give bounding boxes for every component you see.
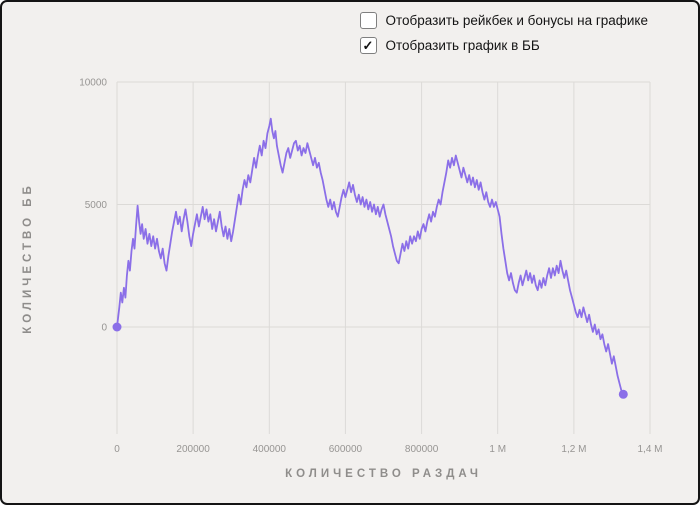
bb-profit-line: [116, 117, 625, 396]
x-tick-label: 600000: [329, 444, 363, 455]
y-axis-title: КОЛИЧЕСТВО ББ: [22, 182, 34, 334]
rakeback-bonus-toggle[interactable]: ✓ Отобразить рейкбек и бонусы на графике: [359, 12, 649, 29]
checkmark-icon: ✓: [362, 38, 374, 53]
x-tick-label: 1 M: [489, 444, 506, 455]
start-point-marker: [112, 322, 122, 332]
y-tick-label: 0: [101, 323, 107, 334]
x-axis-title: КОЛИЧЕСТВО РАЗДАЧ: [285, 468, 482, 480]
x-tick-label: 0: [114, 444, 120, 455]
end-point-marker: [618, 389, 628, 399]
chart-options: ✓ Отобразить рейкбек и бонусы на графике…: [359, 12, 649, 54]
x-tick-label: 800000: [405, 444, 439, 455]
x-tick-label: 200000: [176, 444, 210, 455]
bb-graph-toggle[interactable]: ✓ Отобразить график в ББ: [359, 37, 540, 54]
x-tick-label: 1,2 M: [561, 444, 586, 455]
y-tick-label: 5000: [85, 200, 108, 211]
x-tick-label: 1,4 M: [637, 444, 662, 455]
rakeback-bonus-label: Отобразить рейкбек и бонусы на графике: [385, 13, 649, 28]
x-tick-label: 400000: [253, 444, 287, 455]
bb-graph-checkbox[interactable]: ✓: [359, 37, 377, 54]
bb-graph-label: Отобразить график в ББ: [385, 38, 540, 53]
y-tick-label: 10000: [79, 78, 107, 89]
rakeback-bonus-checkbox[interactable]: ✓: [359, 12, 377, 29]
